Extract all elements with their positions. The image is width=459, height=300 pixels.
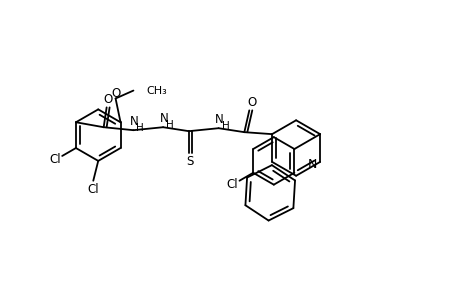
Text: CH₃: CH₃ xyxy=(146,85,167,96)
Text: Cl: Cl xyxy=(226,178,238,191)
Text: N: N xyxy=(215,113,224,126)
Text: S: S xyxy=(186,155,193,168)
Text: N: N xyxy=(159,112,168,125)
Text: H: H xyxy=(136,123,144,133)
Text: H: H xyxy=(166,120,174,130)
Text: H: H xyxy=(221,121,229,131)
Text: O: O xyxy=(247,96,256,109)
Text: N: N xyxy=(307,158,316,171)
Text: O: O xyxy=(111,87,120,100)
Text: N: N xyxy=(130,115,139,128)
Text: Cl: Cl xyxy=(50,153,61,167)
Text: O: O xyxy=(103,93,112,106)
Text: Cl: Cl xyxy=(87,183,99,196)
